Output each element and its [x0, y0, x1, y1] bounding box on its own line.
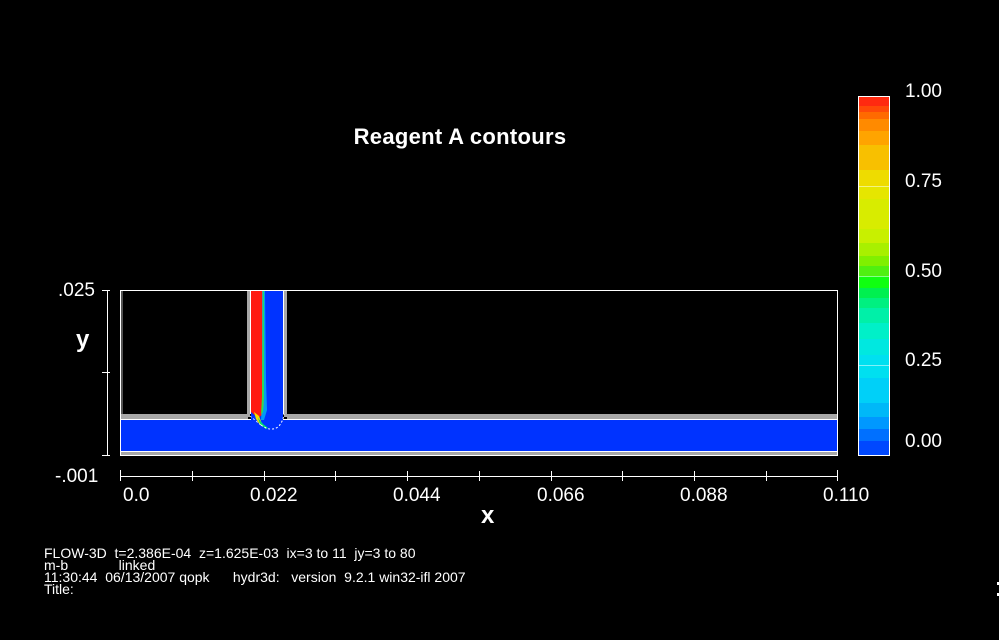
plot-frame — [120, 290, 838, 456]
inlet-left-wall — [247, 291, 250, 417]
colorbar-label: 0.50 — [905, 261, 942, 282]
y-axis-label: y — [76, 326, 90, 353]
channel-bottom-wall — [121, 452, 837, 455]
x-tick-label: 0.0 — [123, 485, 150, 506]
footer-line-4: Title: — [44, 581, 74, 597]
x-tick-label: 0.044 — [393, 485, 441, 506]
colorbar-label: 0.25 — [905, 350, 942, 371]
footer-line-3: 11:30:44 06/13/2007 qopk hydr3d: version… — [44, 569, 466, 585]
plot-title: Reagent A contours — [353, 124, 567, 149]
y-tick-top: .025 — [58, 280, 95, 301]
inlet-stream-red — [251, 291, 264, 418]
colorbar-label: 1.00 — [905, 81, 942, 102]
x-tick-label: 0.022 — [250, 485, 298, 506]
footer-info: FLOW-3D t=2.386E-04 z=1.625E-03 ix=3 to … — [44, 545, 466, 597]
footer-line-2: m-b linked — [44, 557, 156, 573]
y-tick-bottom: -.001 — [55, 466, 99, 487]
channel-top-wall-left — [121, 414, 248, 419]
x-tick-label: 0.110 — [823, 485, 870, 506]
colorbar-label: 0.75 — [905, 171, 942, 192]
colorbar — [858, 96, 890, 456]
colorbar-label: 0.00 — [905, 431, 942, 452]
inlet-right-wall — [284, 291, 287, 417]
x-tick-label: 0.066 — [537, 485, 585, 506]
footer-line-1: FLOW-3D t=2.386E-04 z=1.625E-03 ix=3 to … — [44, 545, 416, 561]
x-axis-label: x — [481, 502, 495, 529]
channel-top-wall-right — [287, 414, 837, 419]
channel-fluid — [121, 420, 837, 451]
x-tick-label: 0.088 — [680, 485, 728, 506]
